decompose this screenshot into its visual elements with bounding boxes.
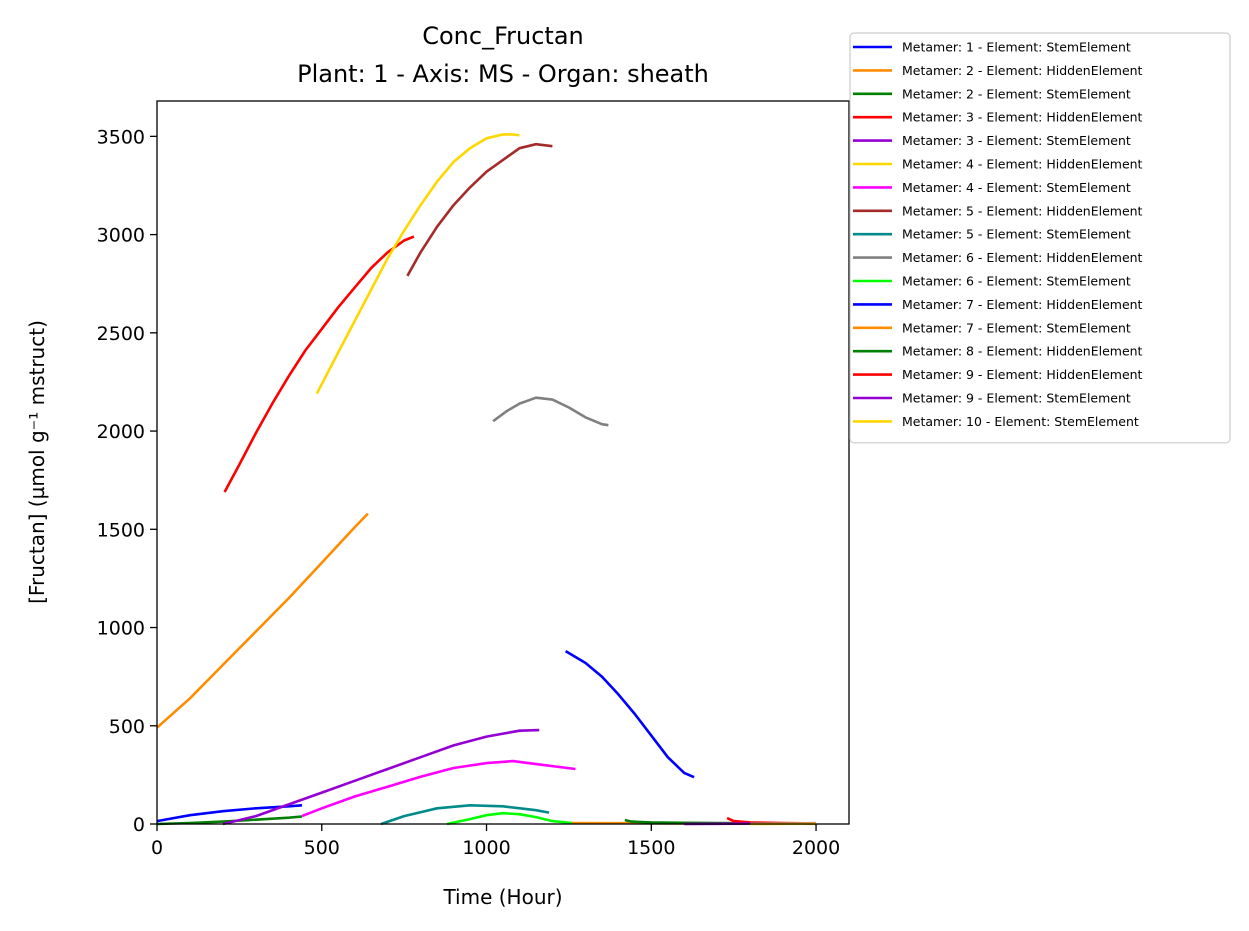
legend-label: Metamer: 2 - Element: StemElement <box>902 86 1131 101</box>
x-axis-label: Time (Hour) <box>442 885 562 909</box>
x-axis: 0 500 1000 1500 2000 <box>151 824 840 859</box>
y-tick-label: 1500 <box>97 519 145 541</box>
plot-frame <box>156 100 850 825</box>
y-tick-label: 3500 <box>97 126 145 148</box>
legend-label: Metamer: 3 - Element: HiddenElement <box>902 110 1143 125</box>
x-tick-label: 1000 <box>462 837 510 859</box>
legend-label: Metamer: 4 - Element: StemElement <box>902 180 1131 195</box>
y-tick-label: 3000 <box>97 225 145 247</box>
legend: Metamer: 1 - Element: StemElement Metamer… <box>849 32 1231 444</box>
series-line-7 <box>301 759 576 818</box>
x-tick-label: 2000 <box>792 837 840 859</box>
y-tick-label: 2500 <box>97 323 145 345</box>
series-line-8 <box>406 142 553 277</box>
legend-label: Metamer: 9 - Element: StemElement <box>902 391 1131 406</box>
legend-label: Metamer: 1 - Element: StemElement <box>902 40 1131 55</box>
y-tick-label: 0 <box>133 814 145 836</box>
series-line-1 <box>156 804 303 823</box>
legend-label: Metamer: 6 - Element: StemElement <box>902 274 1131 289</box>
y-tick-label: 2000 <box>97 421 145 443</box>
legend-label: Metamer: 3 - Element: StemElement <box>902 133 1131 148</box>
chart-subtitle: Plant: 1 - Axis: MS - Organ: sheath <box>297 60 709 88</box>
y-axis: 0 500 1000 1500 2000 2500 3000 3500 <box>97 126 157 836</box>
series-line-12 <box>564 649 695 779</box>
series-line-2 <box>156 512 369 729</box>
y-tick-label: 500 <box>109 716 145 738</box>
legend-label: Metamer: 7 - Element: HiddenElement <box>902 297 1143 312</box>
series-line-10 <box>492 396 609 427</box>
chart-title: Conc_Fructan <box>422 22 584 50</box>
series-line-4 <box>223 235 415 493</box>
legend-label: Metamer: 6 - Element: HiddenElement <box>902 250 1143 265</box>
legend-label: Metamer: 2 - Element: HiddenElement <box>902 63 1143 78</box>
legend-label: Metamer: 5 - Element: HiddenElement <box>902 203 1143 218</box>
series-line-5 <box>222 728 540 826</box>
y-axis-label: [Fructan] (µmol g⁻¹ mstruct) <box>25 320 49 604</box>
series-line-9 <box>380 803 550 826</box>
plot-area <box>156 100 850 826</box>
y-tick-label: 1000 <box>97 618 145 640</box>
legend-label: Metamer: 7 - Element: StemElement <box>902 320 1131 335</box>
x-tick-label: 500 <box>304 837 340 859</box>
legend-label: Metamer: 5 - Element: StemElement <box>902 227 1131 242</box>
legend-label: Metamer: 10 - Element: StemElement <box>902 414 1139 429</box>
legend-label: Metamer: 8 - Element: HiddenElement <box>902 344 1143 359</box>
x-tick-label: 0 <box>151 837 163 859</box>
legend-label: Metamer: 9 - Element: HiddenElement <box>902 367 1143 382</box>
series-line-6 <box>315 133 520 395</box>
x-tick-label: 1500 <box>627 837 675 859</box>
legend-frame <box>849 32 1231 444</box>
legend-label: Metamer: 4 - Element: HiddenElement <box>902 157 1143 172</box>
series-line-11 <box>446 811 573 826</box>
